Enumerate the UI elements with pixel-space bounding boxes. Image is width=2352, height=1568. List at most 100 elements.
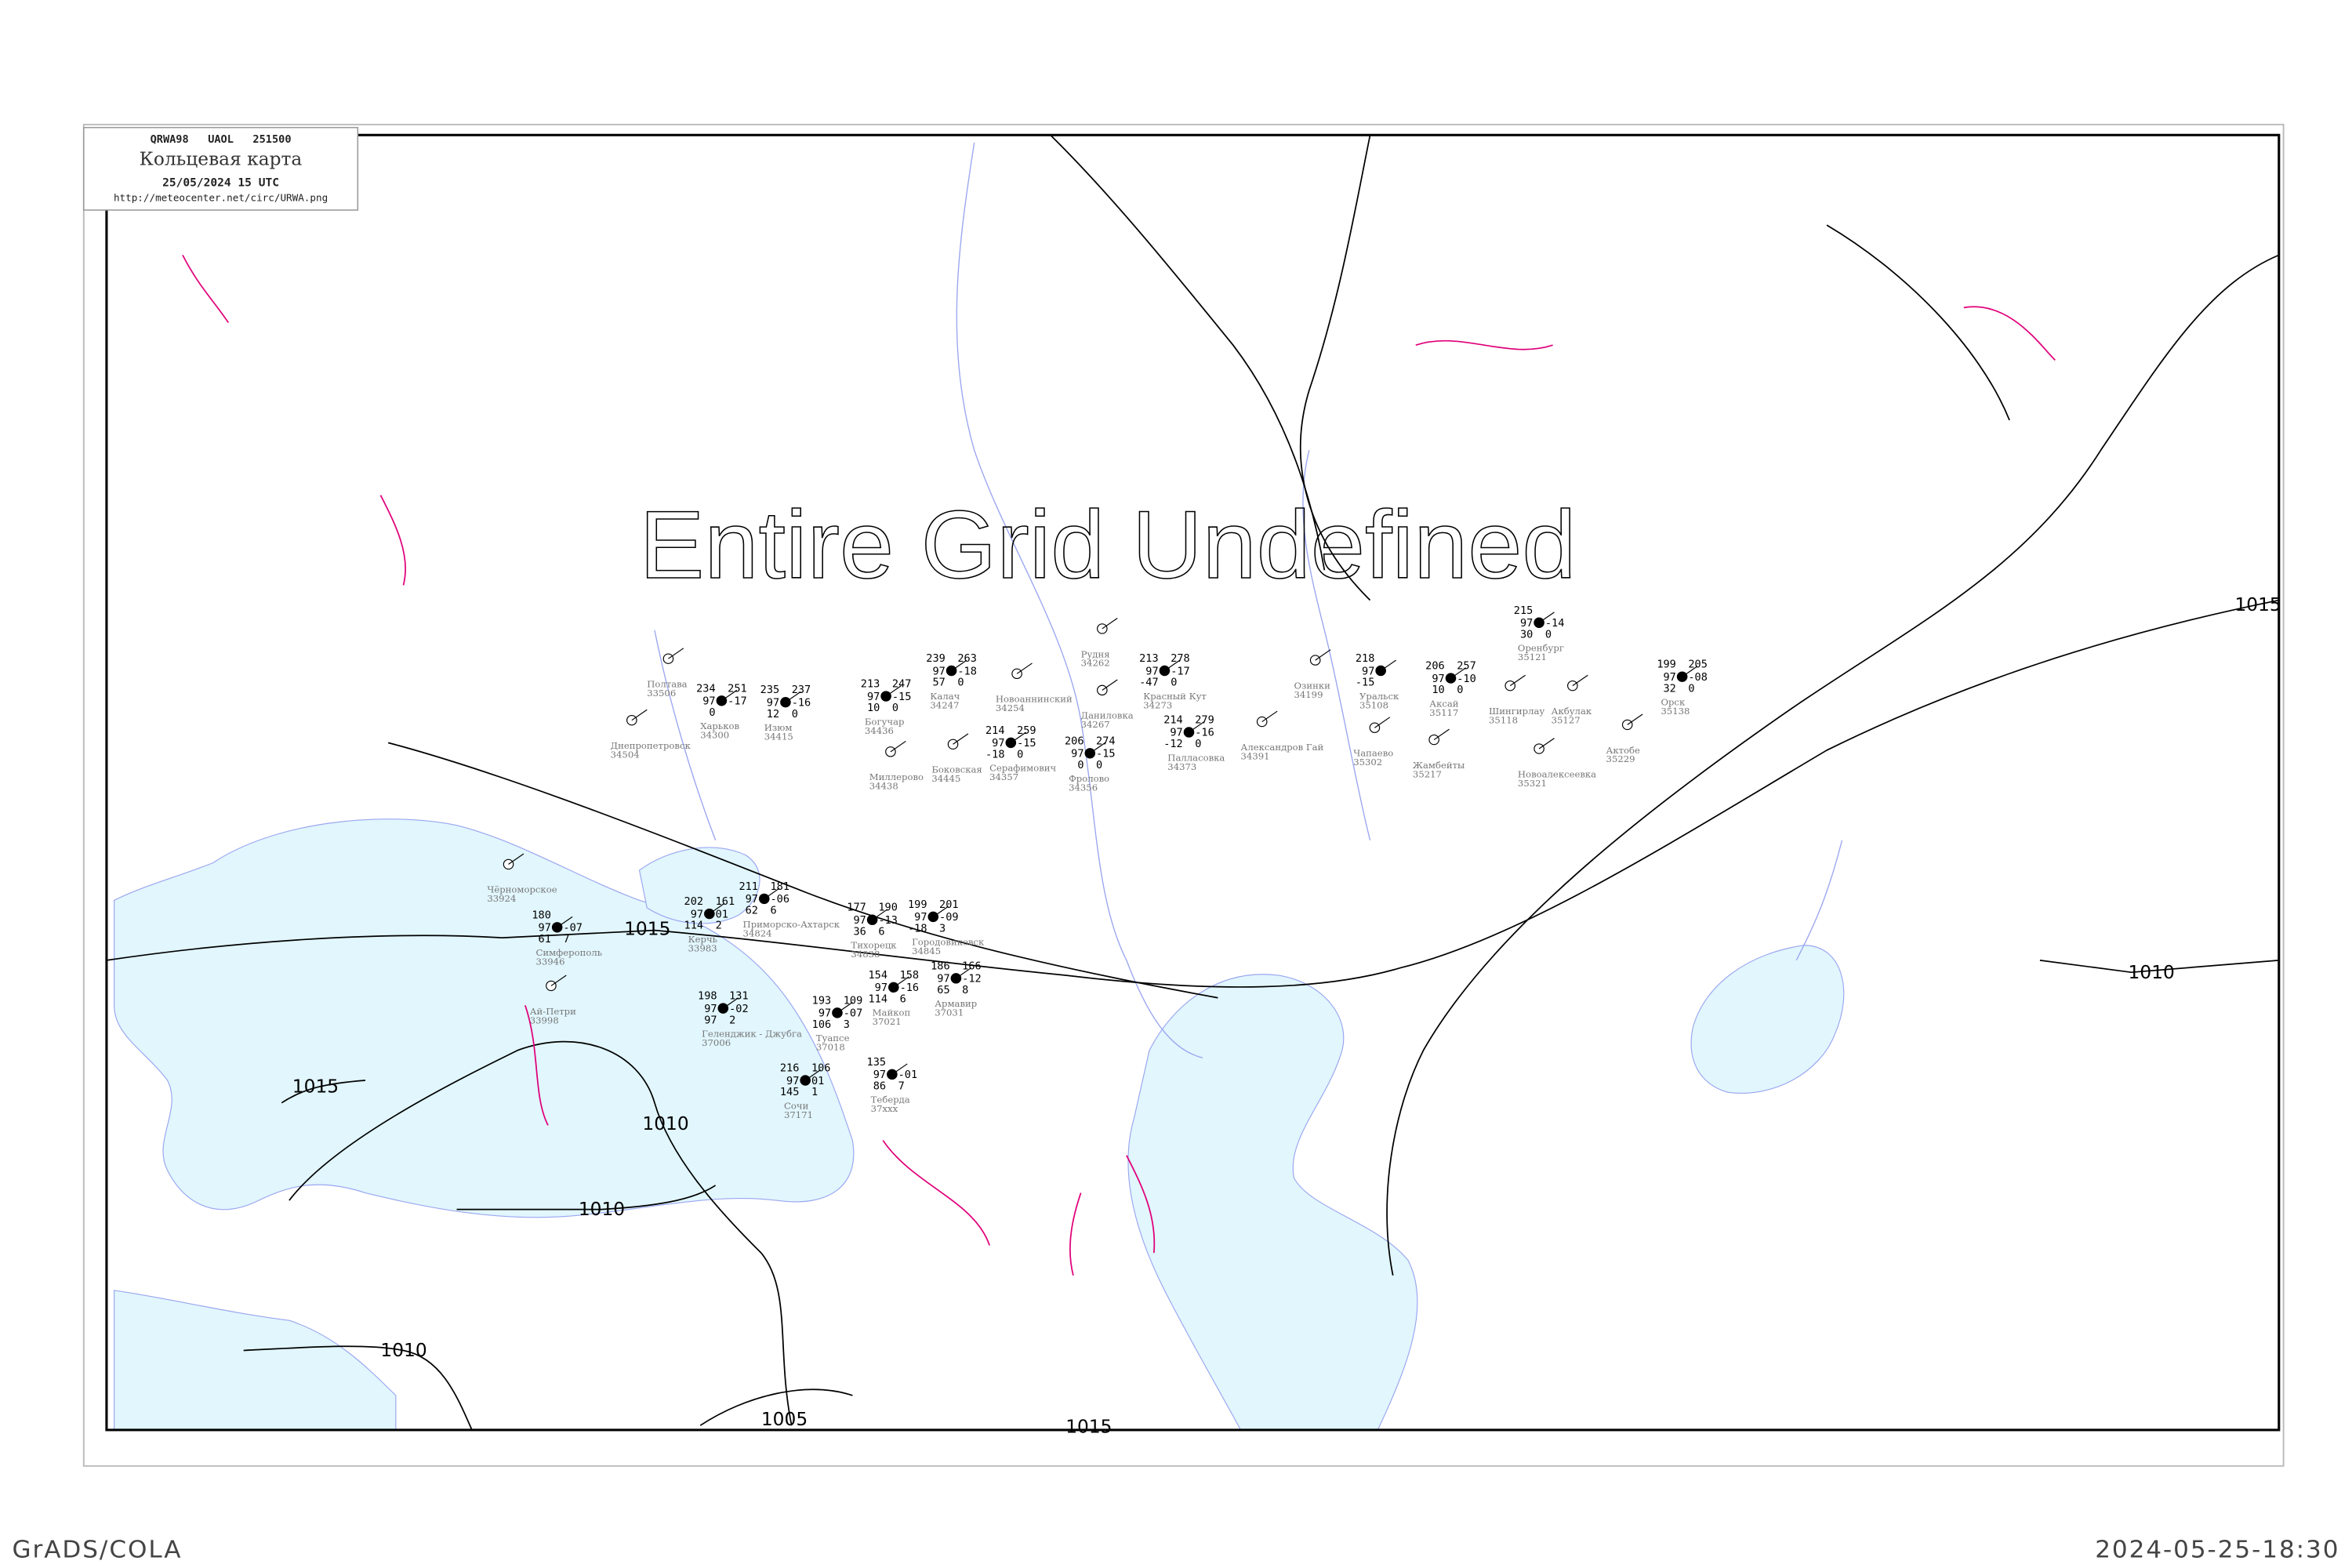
station-temperature: 239 xyxy=(926,652,946,665)
station-name: Туапсе xyxy=(816,1033,850,1044)
station-name: Аксай xyxy=(1429,699,1459,710)
station-dewpoint: 32 xyxy=(1663,682,1675,695)
station-name: Изюм xyxy=(764,722,793,733)
station-name: Уральск xyxy=(1359,691,1399,702)
wind-barb-icon xyxy=(1261,710,1278,723)
station-cloud-height: 0 xyxy=(1457,684,1463,696)
station-dewpoint: 62 xyxy=(746,905,758,917)
station-pressure: 181 xyxy=(771,880,790,893)
isobar-label: 1010 xyxy=(579,1200,625,1220)
wind-barb-icon xyxy=(885,685,902,697)
station-name: Полтава xyxy=(647,679,687,690)
rivers xyxy=(654,142,1843,1058)
station-plots: Чёрноморское339241809761-077Симферополь3… xyxy=(487,604,1708,1120)
station-name: Симферополь xyxy=(535,947,602,958)
wind-barb-icon xyxy=(764,887,780,899)
station-pressure-tendency: -12 xyxy=(962,973,982,985)
station-id: 34445 xyxy=(931,773,960,784)
footer-software: GrADS/COLA xyxy=(13,1536,183,1564)
wind-barb-icon xyxy=(785,691,801,703)
station-cloud-height: 6 xyxy=(900,993,906,1006)
wind-barb-icon xyxy=(1538,612,1555,623)
isobar-label: 1015 xyxy=(292,1076,339,1097)
station-visibility: 97 xyxy=(875,982,887,994)
station-id: 34254 xyxy=(996,702,1025,713)
station-id: 33924 xyxy=(487,893,516,904)
station-id: 37006 xyxy=(702,1037,731,1048)
fronts xyxy=(182,254,2056,1276)
station-temperature: 202 xyxy=(684,895,704,908)
station-temperature: 186 xyxy=(931,960,950,972)
station-id: 34415 xyxy=(764,731,793,742)
station-dewpoint: -18 xyxy=(985,749,1005,761)
station-visibility: 97 xyxy=(992,737,1004,750)
station-id: 34838 xyxy=(851,949,880,960)
station-visibility: 97 xyxy=(1145,665,1158,677)
station-visibility: 97 xyxy=(1432,673,1444,685)
wind-barb-icon xyxy=(932,906,949,917)
wind-barb-icon xyxy=(956,967,972,979)
isobar-label: 1010 xyxy=(380,1341,426,1361)
station-cloud-height: 1 xyxy=(811,1086,818,1098)
station-temperature: 211 xyxy=(739,880,758,893)
station-pressure-tendency: -10 xyxy=(1457,673,1476,685)
isobar-label: 1015 xyxy=(2234,595,2281,615)
station-name: Новоаннинский xyxy=(996,694,1073,705)
isobar-label: 1015 xyxy=(1065,1417,1112,1438)
cloud-cover-icon xyxy=(758,893,770,905)
station-cloud-height: 7 xyxy=(563,933,569,946)
station-visibility: 97 xyxy=(853,914,866,927)
station-pressure: 263 xyxy=(957,652,977,665)
station-visibility: 97 xyxy=(1520,617,1533,630)
station-dewpoint: 145 xyxy=(780,1086,800,1098)
caspian-sea xyxy=(1127,974,1418,1431)
station-pressure-tendency: -16 xyxy=(900,982,920,994)
station-temperature: 215 xyxy=(1514,604,1534,617)
station-id: 34273 xyxy=(1143,699,1172,710)
station-temperature: 235 xyxy=(760,684,780,696)
station-dewpoint: 12 xyxy=(767,708,779,720)
station-pressure: 247 xyxy=(892,678,912,691)
station-id: 35217 xyxy=(1413,768,1442,779)
station-id: 34262 xyxy=(1081,658,1110,669)
station-id: 34824 xyxy=(743,927,772,938)
station-name: Чёрноморское xyxy=(487,884,557,895)
station-id: 37021 xyxy=(873,1016,902,1027)
station-pressure-tendency: -15 xyxy=(892,691,912,703)
station-id: 35302 xyxy=(1353,757,1382,768)
wind-barb-icon xyxy=(721,689,738,702)
station-id: 34267 xyxy=(1081,719,1110,730)
station-name: Теберда xyxy=(871,1094,910,1105)
station-pressure-tendency: -02 xyxy=(729,1003,749,1015)
station-id: 37018 xyxy=(816,1042,845,1053)
station-visibility: 97 xyxy=(1071,748,1083,760)
station-name: Озинки xyxy=(1294,681,1330,691)
station-pressure: 106 xyxy=(811,1062,831,1075)
station-visibility: 97 xyxy=(1663,671,1675,684)
station-id: 34436 xyxy=(865,725,894,736)
station-name: Александров Гай xyxy=(1241,742,1324,753)
isobars xyxy=(106,134,2280,1431)
station-dewpoint: 30 xyxy=(1520,628,1533,641)
station-name: Актобе xyxy=(1606,745,1641,756)
station-temperature: 199 xyxy=(1657,659,1676,671)
wind-barb-icon xyxy=(891,1063,908,1075)
cloud-cover-icon xyxy=(503,858,514,870)
station-dewpoint: 10 xyxy=(1432,684,1444,696)
station-name: Палласовка xyxy=(1167,752,1225,763)
wind-barb-icon xyxy=(872,909,888,920)
station-pressure-tendency: -15 xyxy=(1096,748,1116,760)
station-pressure-tendency: -18 xyxy=(957,665,977,677)
